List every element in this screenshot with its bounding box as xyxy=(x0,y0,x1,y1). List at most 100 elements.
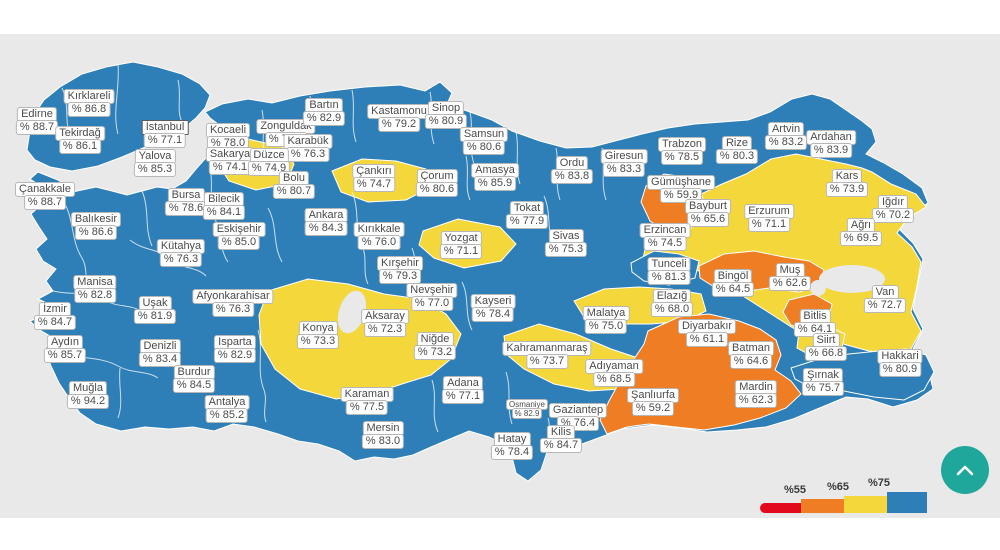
province-label-karaman[interactable]: Karaman% 77.5 xyxy=(340,387,394,415)
province-label-isparta[interactable]: Isparta% 82.9 xyxy=(213,335,257,363)
province-label-sivas[interactable]: Sivas% 75.3 xyxy=(544,229,588,257)
province-name: Tunceli xyxy=(647,257,691,272)
province-label-ardahan[interactable]: Ardahan% 83.9 xyxy=(806,130,856,158)
province-value: % 85.7 xyxy=(43,348,87,363)
province-name: Ordu xyxy=(555,156,589,171)
province-label-artvin[interactable]: Artvin% 83.2 xyxy=(764,122,808,150)
province-label-kastamonu[interactable]: Kastamonu% 79.2 xyxy=(367,104,431,132)
province-label-çorum[interactable]: Çorum% 80.6 xyxy=(415,169,459,197)
province-value: % 76.3 xyxy=(286,147,330,162)
province-label-adıyaman[interactable]: Adıyaman% 68.5 xyxy=(585,359,643,387)
province-label-amasya[interactable]: Amasya% 85.9 xyxy=(471,163,519,191)
province-label-bitlis[interactable]: Bitlis% 64.1 xyxy=(793,309,837,337)
province-name: Hatay xyxy=(493,432,531,447)
province-label-diyarbakır[interactable]: Diyarbakır% 61.1 xyxy=(677,319,737,347)
province-label-manisa[interactable]: Manisa% 82.8 xyxy=(73,275,117,303)
province-label-bolu[interactable]: Bolu% 80.7 xyxy=(272,171,316,199)
province-label-çanakkale[interactable]: Çanakkale% 88.7 xyxy=(15,182,75,210)
province-label-niğde[interactable]: Niğde% 73.2 xyxy=(413,332,457,360)
province-label-ankara[interactable]: Ankara% 84.3 xyxy=(304,208,348,236)
province-name: Adana xyxy=(443,376,483,391)
province-label-hakkari[interactable]: Hakkari% 80.9 xyxy=(877,349,923,377)
province-label-elazığ[interactable]: Elazığ% 68.0 xyxy=(650,289,694,317)
province-label-samsun[interactable]: Samsun% 80.6 xyxy=(459,127,509,155)
province-name: Gaziantep xyxy=(548,403,608,418)
province-label-ordu[interactable]: Ordu% 83.8 xyxy=(550,156,594,184)
province-value: % 73.9 xyxy=(825,182,869,197)
province-label-denizli[interactable]: Denizli% 83.4 xyxy=(138,339,182,367)
province-label-osmaniye[interactable]: Osmaniye% 82.9 xyxy=(505,399,549,419)
province-label-i̇zmir[interactable]: İzmir% 84.7 xyxy=(33,302,77,330)
province-name: Konya xyxy=(298,321,338,336)
province-label-kırıkkale[interactable]: Kırıkkale% 76.0 xyxy=(353,222,405,250)
province-label-çankırı[interactable]: Çankırı% 74.7 xyxy=(352,164,396,192)
province-label-mardin[interactable]: Mardin% 62.3 xyxy=(734,380,778,408)
province-label-antalya[interactable]: Antalya% 85.2 xyxy=(204,395,250,423)
province-label-tunceli[interactable]: Tunceli% 81.3 xyxy=(647,257,691,285)
province-label-şırnak[interactable]: Şırnak% 75.7 xyxy=(801,368,845,396)
province-label-tekirdağ[interactable]: Tekirdağ% 86.1 xyxy=(55,126,105,154)
province-label-bilecik[interactable]: Bilecik% 84.1 xyxy=(202,192,246,220)
province-label-erzurum[interactable]: Erzurum% 71.1 xyxy=(744,204,794,232)
province-label-ağrı[interactable]: Ağrı% 69.5 xyxy=(839,218,883,246)
province-label-van[interactable]: Van% 72.7 xyxy=(863,285,907,313)
province-value: % 70.2 xyxy=(871,208,915,223)
province-label-bayburt[interactable]: Bayburt% 65.6 xyxy=(685,199,731,227)
province-label-trabzon[interactable]: Trabzon% 78.5 xyxy=(658,137,706,165)
province-label-edirne[interactable]: Edirne% 88.7 xyxy=(15,107,59,135)
province-label-balıkesir[interactable]: Balıkesir% 86.6 xyxy=(70,212,122,240)
province-label-sinop[interactable]: Sinop% 80.9 xyxy=(424,101,468,129)
province-label-bingöl[interactable]: Bingöl% 64.5 xyxy=(711,269,755,297)
province-label-rize[interactable]: Rize% 80.3 xyxy=(715,136,759,164)
province-value: % 84.3 xyxy=(304,221,348,236)
province-label-kırşehir[interactable]: Kırşehir% 79.3 xyxy=(377,256,423,284)
province-label-eskişehir[interactable]: Eskişehir% 85.0 xyxy=(212,222,266,250)
province-value: % 86.8 xyxy=(67,102,111,117)
province-label-malatya[interactable]: Malatya% 75.0 xyxy=(582,306,630,334)
province-label-kırklareli[interactable]: Kırklareli% 86.8 xyxy=(63,89,115,117)
province-name: Batman xyxy=(728,341,774,356)
province-label-aksaray[interactable]: Aksaray% 72.3 xyxy=(361,309,409,337)
province-label-kayseri[interactable]: Kayseri% 78.4 xyxy=(470,294,516,322)
province-value: % 74.7 xyxy=(352,177,396,192)
province-label-i̇stanbul[interactable]: İstanbul% 77.1 xyxy=(141,120,189,148)
province-label-yozgat[interactable]: Yozgat% 71.1 xyxy=(439,231,483,259)
region-central-konya[interactable] xyxy=(258,278,462,400)
province-value: % 72.3 xyxy=(363,322,407,337)
province-label-sakarya[interactable]: Sakarya% 74.1 xyxy=(205,147,255,175)
province-label-afyonkarahisar[interactable]: Afyonkarahisar% 76.3 xyxy=(192,289,274,317)
province-label-aydın[interactable]: Aydın% 85.7 xyxy=(43,335,87,363)
province-label-nevşehir[interactable]: Nevşehir% 77.0 xyxy=(406,283,458,311)
province-label-kütahya[interactable]: Kütahya% 76.3 xyxy=(156,239,206,267)
province-label-bursa[interactable]: Bursa% 78.6 xyxy=(164,188,208,216)
province-label-mersin[interactable]: Mersin% 83.0 xyxy=(361,421,405,449)
province-label-şanlıurfa[interactable]: Şanlıurfa% 59.2 xyxy=(626,388,680,416)
province-label-iğdır[interactable]: Iğdır% 70.2 xyxy=(871,195,915,223)
scroll-to-top-button[interactable] xyxy=(941,446,989,494)
province-label-burdur[interactable]: Burdur% 84.5 xyxy=(172,365,216,393)
province-label-erzincan[interactable]: Erzincan% 74.5 xyxy=(639,223,691,251)
province-value: % 77.5 xyxy=(345,400,389,415)
province-label-muş[interactable]: Muş% 62.6 xyxy=(768,263,812,291)
province-label-batman[interactable]: Batman% 64.6 xyxy=(728,341,774,369)
province-label-kars[interactable]: Kars% 73.9 xyxy=(825,169,869,197)
province-label-yalova[interactable]: Yalova% 85.3 xyxy=(133,149,177,177)
province-label-siirt[interactable]: Siirt% 66.8 xyxy=(804,333,848,361)
province-name: Erzurum xyxy=(744,204,794,219)
province-label-kahramanmaraş[interactable]: Kahramanmaraş% 73.7 xyxy=(502,341,592,369)
province-label-konya[interactable]: Konya% 73.3 xyxy=(296,321,340,349)
province-label-bartın[interactable]: Bartın% 82.9 xyxy=(302,98,346,126)
province-value: % 68.5 xyxy=(592,372,636,387)
province-label-giresun[interactable]: Giresun% 83.3 xyxy=(600,149,648,177)
province-label-hatay[interactable]: Hatay% 78.4 xyxy=(490,432,534,460)
province-label-kilis[interactable]: Kilis% 84.7 xyxy=(539,425,583,453)
province-value: % 80.3 xyxy=(715,149,759,164)
province-label-adana[interactable]: Adana% 77.1 xyxy=(441,376,485,404)
province-label-karabük[interactable]: Karabük% 76.3 xyxy=(283,134,333,162)
province-name: Denizli xyxy=(139,339,181,354)
province-label-uşak[interactable]: Uşak% 81.9 xyxy=(133,296,177,324)
province-value: % 83.4 xyxy=(138,352,182,367)
province-label-tokat[interactable]: Tokat% 77.9 xyxy=(505,201,549,229)
province-label-muğla[interactable]: Muğla% 94.2 xyxy=(66,381,110,409)
